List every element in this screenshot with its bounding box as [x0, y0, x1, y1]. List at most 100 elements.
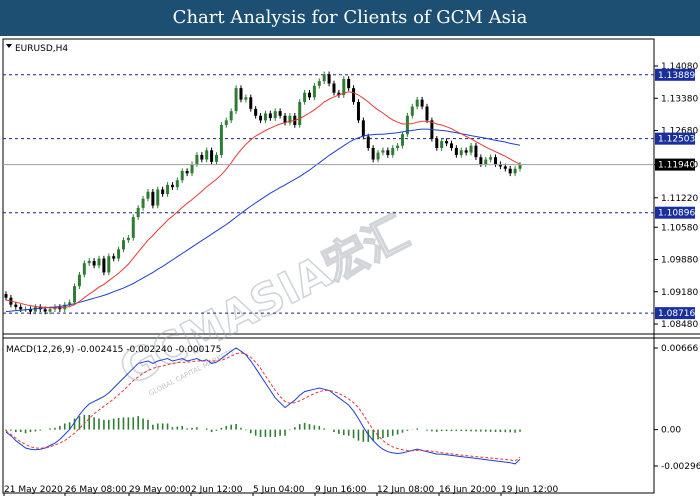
candle-body — [327, 74, 331, 84]
macd-panel: MACD(12,26,9) -0.002415 -0.002240 -0.000… — [5, 344, 700, 472]
candle-body — [263, 113, 267, 121]
price-tick-label: 1.09880 — [661, 256, 698, 266]
candle-body — [474, 145, 478, 158]
candle-body — [14, 304, 18, 307]
candle-body — [322, 74, 326, 82]
level-badge-label: 1.12503 — [658, 135, 695, 145]
candle-body — [82, 263, 86, 275]
candle-body — [381, 150, 385, 153]
current-price-badge — [655, 158, 695, 171]
macd-tick-label: 0.00 — [661, 426, 681, 436]
candle-body — [195, 154, 199, 165]
candle-body — [112, 256, 116, 259]
price-tick-label: 1.13380 — [661, 94, 698, 104]
candle-body — [352, 88, 356, 102]
level-badge-label: 1.13889 — [658, 71, 695, 81]
x-tick-label: 26 May 08:00 — [65, 485, 127, 495]
candle-body — [435, 138, 439, 149]
level-badge — [655, 307, 695, 320]
price-tick-label: 1.12680 — [661, 127, 698, 137]
candle-body — [489, 157, 493, 160]
candle-body — [210, 150, 214, 162]
candle-body — [43, 309, 47, 312]
candle-body — [107, 256, 111, 273]
candles — [4, 71, 522, 315]
level-badges: 1.13889 1.12503 1.10896 1.08716 — [655, 68, 695, 320]
candle-body — [73, 286, 77, 303]
candle-body — [366, 136, 370, 149]
macd-signal-line — [5, 352, 521, 462]
candle-body — [166, 184, 170, 195]
candle-body — [288, 115, 292, 123]
macd-tick-label: -0.002969 — [661, 462, 700, 472]
candle-body — [126, 237, 130, 241]
candle-body — [518, 164, 522, 169]
chart-area: GCMASIA宏汇 GLOBAL CAPITAL MARKETS EURUSD,… — [2, 38, 700, 496]
candle-body — [131, 217, 135, 238]
candle-body — [371, 148, 375, 160]
candle-body — [391, 148, 395, 155]
level-badge — [655, 68, 695, 81]
candle-body — [494, 157, 498, 165]
slow-moving-average-line — [5, 128, 521, 313]
candle-body — [317, 81, 321, 86]
candle-body — [361, 120, 365, 137]
macd-line — [5, 347, 521, 465]
candle-body — [410, 106, 414, 116]
candle-body — [229, 111, 233, 121]
x-axis-labels: 21 May 2020 26 May 08:00 29 May 00:00 2 Jun… — [3, 485, 558, 496]
candle-body — [190, 164, 194, 174]
candle-body — [405, 115, 409, 135]
candle-body — [440, 141, 444, 149]
candle-body — [459, 150, 463, 155]
candle-body — [347, 78, 351, 89]
candle-body — [136, 207, 140, 218]
candle-body — [156, 189, 160, 206]
candle-body — [180, 171, 184, 181]
page-title: Chart Analysis for Clients of GCM Asia — [172, 7, 528, 28]
candle-body — [376, 152, 380, 160]
candle-body — [214, 154, 218, 162]
candle-body — [239, 88, 243, 100]
candle-body — [401, 134, 405, 146]
x-tick-label: 5 Jun 04:00 — [253, 485, 305, 495]
candle-body — [420, 99, 424, 107]
candle-body — [415, 99, 419, 107]
level-badge — [655, 206, 695, 219]
candle-body — [337, 92, 341, 96]
candle-body — [185, 171, 189, 174]
candle-body — [97, 258, 101, 266]
fast-moving-average-line — [5, 91, 521, 309]
x-tick-label: 21 May 2020 — [4, 485, 63, 495]
candle-body — [244, 97, 248, 100]
candle-body — [102, 258, 106, 273]
watermark-logo: GCMASIA宏汇 — [112, 207, 417, 396]
watermark: GCMASIA宏汇 GLOBAL CAPITAL MARKETS — [111, 206, 418, 398]
level-badge-label: 1.10896 — [658, 209, 695, 219]
dropdown-icon[interactable] — [6, 44, 12, 48]
candle-body — [254, 108, 258, 116]
symbol-label: EURUSD,H4 — [15, 44, 68, 54]
candle-body — [48, 309, 52, 312]
x-tick-label: 12 Jun 08:00 — [377, 485, 434, 495]
candle-body — [386, 150, 390, 155]
price-tick-label: 1.09180 — [661, 288, 698, 298]
x-tick-label: 19 Jun 12:00 — [501, 485, 558, 495]
candle-body — [356, 101, 360, 121]
candle-body — [464, 150, 468, 153]
candle-body — [396, 145, 400, 149]
candle-body — [146, 191, 150, 199]
candle-body — [308, 92, 312, 98]
candle-body — [454, 148, 458, 155]
level-badge-label: 1.08716 — [658, 309, 695, 319]
candle-body — [484, 159, 488, 165]
horizontal-levels — [3, 74, 654, 314]
candle-body — [141, 198, 145, 208]
candle-body — [503, 166, 507, 169]
price-panel: EURUSD,H4 1.140801.133801.126801.119401.… — [3, 44, 698, 330]
x-tick-label: 2 Jun 12:00 — [191, 485, 243, 495]
x-tick-label: 29 May 00:00 — [129, 485, 191, 495]
candle-body — [87, 260, 91, 264]
candle-body — [342, 78, 346, 96]
candle-body — [68, 302, 72, 305]
